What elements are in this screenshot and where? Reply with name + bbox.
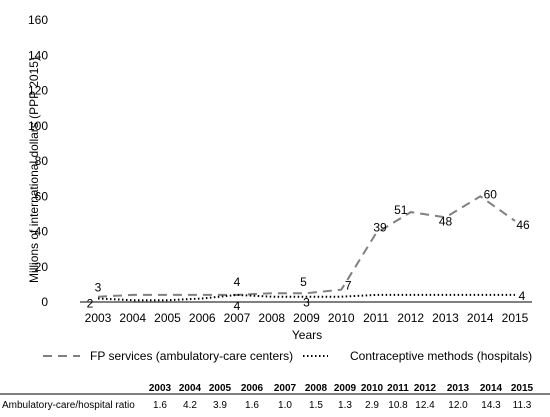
y-tick-label: 60 xyxy=(35,189,49,203)
y-axis: 0 20 40 60 80 100 120 140 160 xyxy=(28,13,48,309)
x-tick-label: 2014 xyxy=(467,311,494,325)
legend: FP services (ambulatory-care centers) Co… xyxy=(43,349,532,363)
table-header-cell: 2006 xyxy=(241,383,264,394)
table-row-label: Ambulatory-care/hospital ratio xyxy=(2,400,135,411)
table-cell: 12.0 xyxy=(448,400,468,411)
data-label: 60 xyxy=(484,187,498,201)
table-header-cell: 2004 xyxy=(179,383,202,394)
table-header-cell: 2008 xyxy=(305,383,328,394)
x-tick-label: 2006 xyxy=(189,311,216,325)
x-tick-label: 2013 xyxy=(432,311,459,325)
y-tick-label: 80 xyxy=(35,154,49,168)
data-label: 5 xyxy=(300,275,307,289)
data-label: 4 xyxy=(234,299,241,313)
y-axis-title: Millions of international dollars (PPP 2… xyxy=(27,57,41,283)
table-cell: 1.6 xyxy=(245,400,259,411)
x-tick-label: 2003 xyxy=(85,311,112,325)
x-tick-label: 2011 xyxy=(363,311,389,325)
data-label: 51 xyxy=(394,203,408,217)
x-tick-label: 2012 xyxy=(397,311,424,325)
table-header-cell: 2013 xyxy=(447,383,470,394)
table-cell: 12.4 xyxy=(415,400,435,411)
table-header-cell: 2009 xyxy=(334,383,357,394)
x-tick-label: 2015 xyxy=(502,311,529,325)
table-header-cell: 2014 xyxy=(480,383,503,394)
y-tick-label: 140 xyxy=(28,48,48,62)
x-tick-label: 2008 xyxy=(258,311,285,325)
table-header-cell: 2011 xyxy=(387,383,409,394)
x-tick-label: 2005 xyxy=(154,311,181,325)
y-tick-label: 120 xyxy=(28,84,48,98)
table-cell: 10.8 xyxy=(388,400,408,411)
x-axis: 2003 2004 2005 2006 2007 2008 2009 2010 2011 2012… xyxy=(80,301,532,325)
data-label: 4 xyxy=(234,275,241,289)
series-line-contraceptive-methods xyxy=(97,293,515,302)
table-header-cell: 2005 xyxy=(209,383,232,394)
x-tick-label: 2004 xyxy=(119,311,146,325)
x-axis-title: Years xyxy=(292,328,322,342)
table-cell: 1.6 xyxy=(153,400,167,411)
table-cell: 2.9 xyxy=(365,400,379,411)
table-cell: 11.3 xyxy=(513,400,532,411)
table-header-cell: 2012 xyxy=(414,383,437,394)
y-tick-label: 0 xyxy=(41,295,48,309)
data-label: 2 xyxy=(87,296,94,310)
y-tick-label: 100 xyxy=(28,119,48,133)
data-label: 39 xyxy=(373,220,387,234)
ratio-table: Ambulatory-care/hospital ratio 2003 2004 2… xyxy=(0,383,550,411)
y-tick-label: 40 xyxy=(35,225,49,239)
table-header-cell: 2003 xyxy=(149,383,172,394)
data-label: 3 xyxy=(303,296,310,310)
data-label: 3 xyxy=(95,281,102,295)
series-layer xyxy=(97,195,516,302)
table-cell: 14.3 xyxy=(481,400,501,411)
table-cell: 1.3 xyxy=(338,400,352,411)
table-header-cell: 2015 xyxy=(511,383,534,394)
table-header-cell: 2010 xyxy=(361,383,384,394)
y-tick-label: 160 xyxy=(28,13,48,27)
table-cell: 4.2 xyxy=(183,400,197,411)
x-tick-label: 2009 xyxy=(293,311,320,325)
x-tick-label: 2007 xyxy=(224,311,251,325)
table-header-cell: 2007 xyxy=(274,383,297,394)
data-label: 4 xyxy=(519,289,526,303)
y-tick-label: 20 xyxy=(35,260,49,274)
table-cell: 1.5 xyxy=(309,400,323,411)
table-cell: 1.0 xyxy=(278,400,292,411)
data-label: 46 xyxy=(516,218,530,232)
x-tick-label: 2010 xyxy=(328,311,355,325)
data-label: 48 xyxy=(439,214,453,228)
table-cell: 3.9 xyxy=(213,400,227,411)
legend-label-contraceptive-methods: Contraceptive methods (hospitals) xyxy=(350,349,532,363)
data-label: 7 xyxy=(345,279,352,293)
legend-label-fp-services: FP services (ambulatory-care centers) xyxy=(90,349,293,363)
